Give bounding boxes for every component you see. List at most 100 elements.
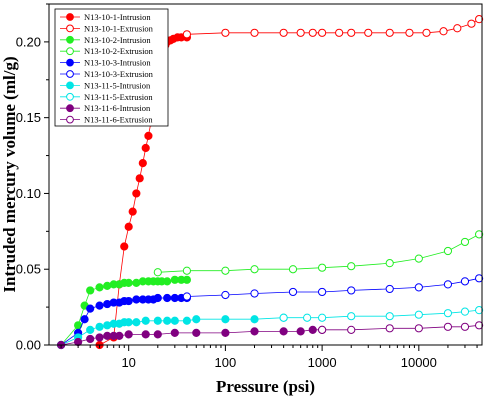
legend-item: N13-10-2-Intrusion bbox=[60, 35, 151, 45]
data-point bbox=[439, 27, 448, 36]
plot-frame bbox=[48, 3, 483, 346]
data-point bbox=[250, 315, 259, 324]
x-tick-label: 10 bbox=[121, 355, 135, 370]
data-point bbox=[86, 286, 95, 295]
x-tick-label: 1000 bbox=[308, 355, 337, 370]
legend-item: N13-11-6-Intrusion bbox=[60, 103, 151, 113]
data-point bbox=[221, 290, 230, 300]
data-point bbox=[460, 277, 470, 286]
legend-item: N13-10-2-Extrusion bbox=[60, 46, 154, 56]
y-tick-label: 0.15 bbox=[16, 110, 41, 125]
data-point bbox=[141, 316, 150, 325]
data-point bbox=[135, 174, 144, 183]
data-point bbox=[443, 322, 453, 331]
data-point bbox=[347, 286, 356, 295]
data-point bbox=[443, 309, 453, 318]
data-point bbox=[279, 28, 288, 37]
legend-item: N13-10-1-Intrusion bbox=[60, 12, 151, 22]
data-point bbox=[141, 330, 150, 339]
data-point bbox=[132, 318, 141, 327]
data-point bbox=[124, 278, 133, 287]
data-point bbox=[385, 324, 394, 333]
legend-label: N13-10-3-Intrusion bbox=[84, 58, 151, 68]
data-point bbox=[385, 28, 394, 37]
legend-marker bbox=[66, 115, 74, 124]
data-point bbox=[364, 28, 373, 37]
data-point bbox=[138, 159, 147, 168]
data-point bbox=[95, 301, 104, 310]
data-point bbox=[308, 325, 317, 334]
data-point bbox=[288, 287, 298, 297]
y-tick-label: 0.20 bbox=[16, 34, 41, 49]
legend-label: N13-10-1-Intrusion bbox=[84, 12, 151, 22]
data-point bbox=[163, 277, 172, 286]
data-point bbox=[132, 189, 141, 198]
data-point bbox=[318, 325, 327, 334]
legend-label: N13-10-2-Extrusion bbox=[84, 46, 154, 56]
data-point bbox=[163, 293, 172, 303]
data-point bbox=[192, 315, 201, 324]
data-point bbox=[153, 293, 162, 303]
data-point bbox=[318, 28, 327, 37]
data-point bbox=[296, 28, 305, 37]
data-point bbox=[279, 313, 288, 322]
data-point bbox=[347, 28, 356, 37]
data-point bbox=[182, 275, 192, 284]
legend-item: N13-11-5-Extrusion bbox=[60, 92, 153, 102]
data-point bbox=[221, 315, 230, 324]
data-point bbox=[170, 328, 179, 337]
data-point bbox=[422, 28, 431, 37]
data-point bbox=[144, 131, 153, 140]
y-tick-label: 0.05 bbox=[16, 262, 41, 277]
data-point bbox=[182, 292, 192, 301]
data-point bbox=[405, 28, 414, 37]
data-point bbox=[124, 296, 133, 306]
legend-label: N13-11-6-Intrusion bbox=[84, 103, 151, 113]
data-point bbox=[443, 280, 453, 289]
data-point bbox=[120, 242, 129, 251]
series-line bbox=[322, 324, 480, 331]
data-point bbox=[95, 322, 104, 331]
data-point bbox=[86, 304, 95, 313]
data-point bbox=[414, 254, 423, 263]
data-point bbox=[385, 259, 394, 268]
legend-label: N13-11-6-Extrusion bbox=[84, 115, 153, 125]
data-point bbox=[385, 284, 394, 294]
data-point bbox=[460, 237, 470, 247]
legend-item: N13-11-5-Intrusion bbox=[60, 80, 151, 90]
series-3 bbox=[153, 230, 484, 277]
data-point bbox=[221, 28, 230, 37]
legend-label: N13-11-5-Extrusion bbox=[84, 92, 153, 102]
data-point bbox=[443, 246, 453, 256]
y-tick-label: 0.00 bbox=[16, 338, 41, 353]
data-point bbox=[95, 283, 104, 292]
data-point bbox=[414, 283, 423, 292]
data-point bbox=[475, 15, 484, 24]
legend-marker bbox=[66, 70, 74, 78]
legend-marker bbox=[66, 24, 74, 33]
data-point bbox=[124, 318, 133, 327]
data-point bbox=[475, 230, 484, 239]
data-point bbox=[182, 316, 192, 325]
legend-label: N13-11-5-Intrusion bbox=[84, 80, 151, 90]
data-point bbox=[308, 28, 317, 37]
data-point bbox=[221, 328, 230, 337]
data-point bbox=[86, 325, 95, 334]
data-point bbox=[192, 328, 201, 337]
y-axis-title: Intruded mercury volume (ml/g) bbox=[0, 56, 19, 292]
legend-marker bbox=[66, 92, 74, 101]
data-point bbox=[250, 28, 259, 37]
data-point bbox=[250, 327, 259, 336]
data-point bbox=[318, 287, 327, 297]
legend-marker bbox=[66, 58, 74, 67]
series-4 bbox=[56, 293, 192, 350]
data-point bbox=[74, 337, 83, 347]
data-point bbox=[163, 316, 172, 325]
data-point bbox=[115, 331, 124, 341]
data-point bbox=[124, 330, 133, 339]
data-point bbox=[475, 274, 484, 283]
data-point bbox=[475, 321, 484, 330]
data-point bbox=[303, 313, 312, 322]
